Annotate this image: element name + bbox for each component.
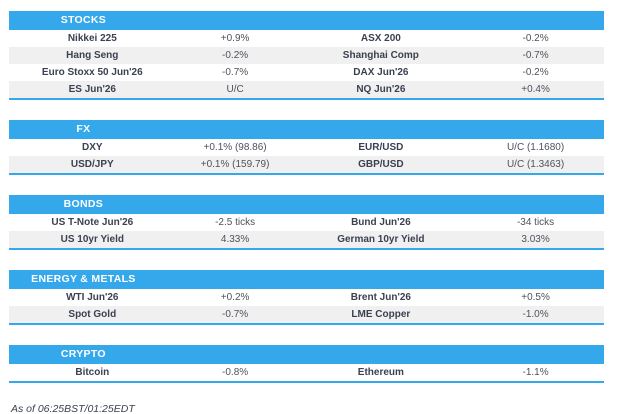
section-fx: FX DXY +0.1% (98.86) EUR/USD U/C (1.1680) USD… xyxy=(9,120,604,175)
instrument-change: -34 ticks xyxy=(516,217,555,228)
instrument-label: German 10yr Yield xyxy=(337,234,425,245)
instrument-change: +0.4% xyxy=(521,84,550,95)
table-row: Nikkei 225 +0.9% ASX 200 -0.2% xyxy=(9,30,604,47)
instrument-label: NQ Jun'26 xyxy=(356,84,406,95)
instrument-change: -1.1% xyxy=(522,367,549,378)
instrument-label: Brent Jun'26 xyxy=(350,292,411,303)
instrument-change: +0.2% xyxy=(220,292,250,303)
as-of-timestamp: As of 06:25BST/01:25EDT xyxy=(11,403,135,414)
instrument-change: -0.7% xyxy=(222,67,249,78)
table-row: WTI Jun'26 +0.2% Brent Jun'26 +0.5% xyxy=(9,289,604,306)
instrument-label: Shanghai Comp xyxy=(342,50,419,61)
section-title: CRYPTO xyxy=(60,348,106,360)
instrument-change: -0.2% xyxy=(522,67,549,78)
instrument-change: 3.03% xyxy=(521,234,550,245)
instrument-label: EUR/USD xyxy=(358,142,404,153)
instrument-change: +0.1% (98.86) xyxy=(203,142,267,153)
instrument-label: Bund Jun'26 xyxy=(351,217,411,228)
section-header-bar: STOCKS xyxy=(9,11,604,30)
section-stocks: STOCKS Nikkei 225 +0.9% ASX 200 -0.2% Hang Se… xyxy=(9,11,604,100)
instrument-label: Spot Gold xyxy=(68,309,117,320)
section-header-bar: BONDS xyxy=(9,195,604,214)
instrument-change: -0.7% xyxy=(222,309,249,320)
instrument-label: USD/JPY xyxy=(70,159,114,170)
instrument-label: Euro Stoxx 50 Jun'26 xyxy=(41,67,143,78)
instrument-label: ASX 200 xyxy=(360,33,401,44)
instrument-label: US T-Note Jun'26 xyxy=(51,217,134,228)
instrument-label: LME Copper xyxy=(351,309,411,320)
section-title: BONDS xyxy=(63,198,104,210)
section-header-bar: CRYPTO xyxy=(9,345,604,364)
table-row: DXY +0.1% (98.86) EUR/USD U/C (1.1680) xyxy=(9,139,604,156)
table-row: Spot Gold -0.7% LME Copper -1.0% xyxy=(9,306,604,323)
table-row: ES Jun'26 U/C NQ Jun'26 +0.4% xyxy=(9,81,604,98)
table-row: Hang Seng -0.2% Shanghai Comp -0.7% xyxy=(9,47,604,64)
instrument-label: WTI Jun'26 xyxy=(66,292,119,303)
instrument-change: -0.7% xyxy=(522,50,549,61)
table-row: Bitcoin -0.8% Ethereum -1.1% xyxy=(9,364,604,381)
section-title: FX xyxy=(76,123,91,135)
instrument-label: GBP/USD xyxy=(358,159,404,170)
section-crypto: CRYPTO Bitcoin -0.8% Ethereum -1.1% xyxy=(9,345,604,383)
instrument-label: Hang Seng xyxy=(66,50,119,61)
instrument-change: +0.5% xyxy=(521,292,550,303)
table-row: US 10yr Yield 4.33% German 10yr Yield 3.03% xyxy=(9,231,604,248)
instrument-change: -1.0% xyxy=(522,309,549,320)
instrument-change: U/C xyxy=(226,84,244,95)
instrument-label: US 10yr Yield xyxy=(60,234,124,245)
instrument-label: Nikkei 225 xyxy=(67,33,117,44)
instrument-change: 4.33% xyxy=(220,234,250,245)
table-row: US T-Note Jun'26 -2.5 ticks Bund Jun'26 -34… xyxy=(9,214,604,231)
instrument-label: ES Jun'26 xyxy=(68,84,116,95)
instrument-label: DXY xyxy=(82,142,103,153)
instrument-label: DAX Jun'26 xyxy=(353,67,409,78)
table-row: USD/JPY +0.1% (159.79) GBP/USD U/C (1.3463) xyxy=(9,156,604,173)
section-bonds: BONDS US T-Note Jun'26 -2.5 ticks Bund Jun'… xyxy=(9,195,604,250)
section-energy-metals: ENERGY & METALS WTI Jun'26 +0.2% Brent Jun'… xyxy=(9,270,604,325)
section-title: STOCKS xyxy=(60,14,107,26)
instrument-change: -0.2% xyxy=(522,33,549,44)
instrument-change: -0.2% xyxy=(222,50,249,61)
instrument-label: Bitcoin xyxy=(75,367,110,378)
instrument-change: +0.1% (159.79) xyxy=(200,159,270,170)
section-header-bar: FX xyxy=(9,120,604,139)
instrument-change: U/C (1.3463) xyxy=(506,159,565,170)
instrument-label: Ethereum xyxy=(357,367,404,378)
section-header-bar: ENERGY & METALS xyxy=(9,270,604,289)
instrument-change: U/C (1.1680) xyxy=(506,142,565,153)
instrument-change: +0.9% xyxy=(220,33,250,44)
section-title: ENERGY & METALS xyxy=(31,273,136,285)
instrument-change: -2.5 ticks xyxy=(215,217,256,228)
table-row: Euro Stoxx 50 Jun'26 -0.7% DAX Jun'26 -0.2% xyxy=(9,64,604,81)
market-summary-table: STOCKS Nikkei 225 +0.9% ASX 200 -0.2% Hang Se… xyxy=(9,11,604,383)
instrument-change: -0.8% xyxy=(222,367,249,378)
